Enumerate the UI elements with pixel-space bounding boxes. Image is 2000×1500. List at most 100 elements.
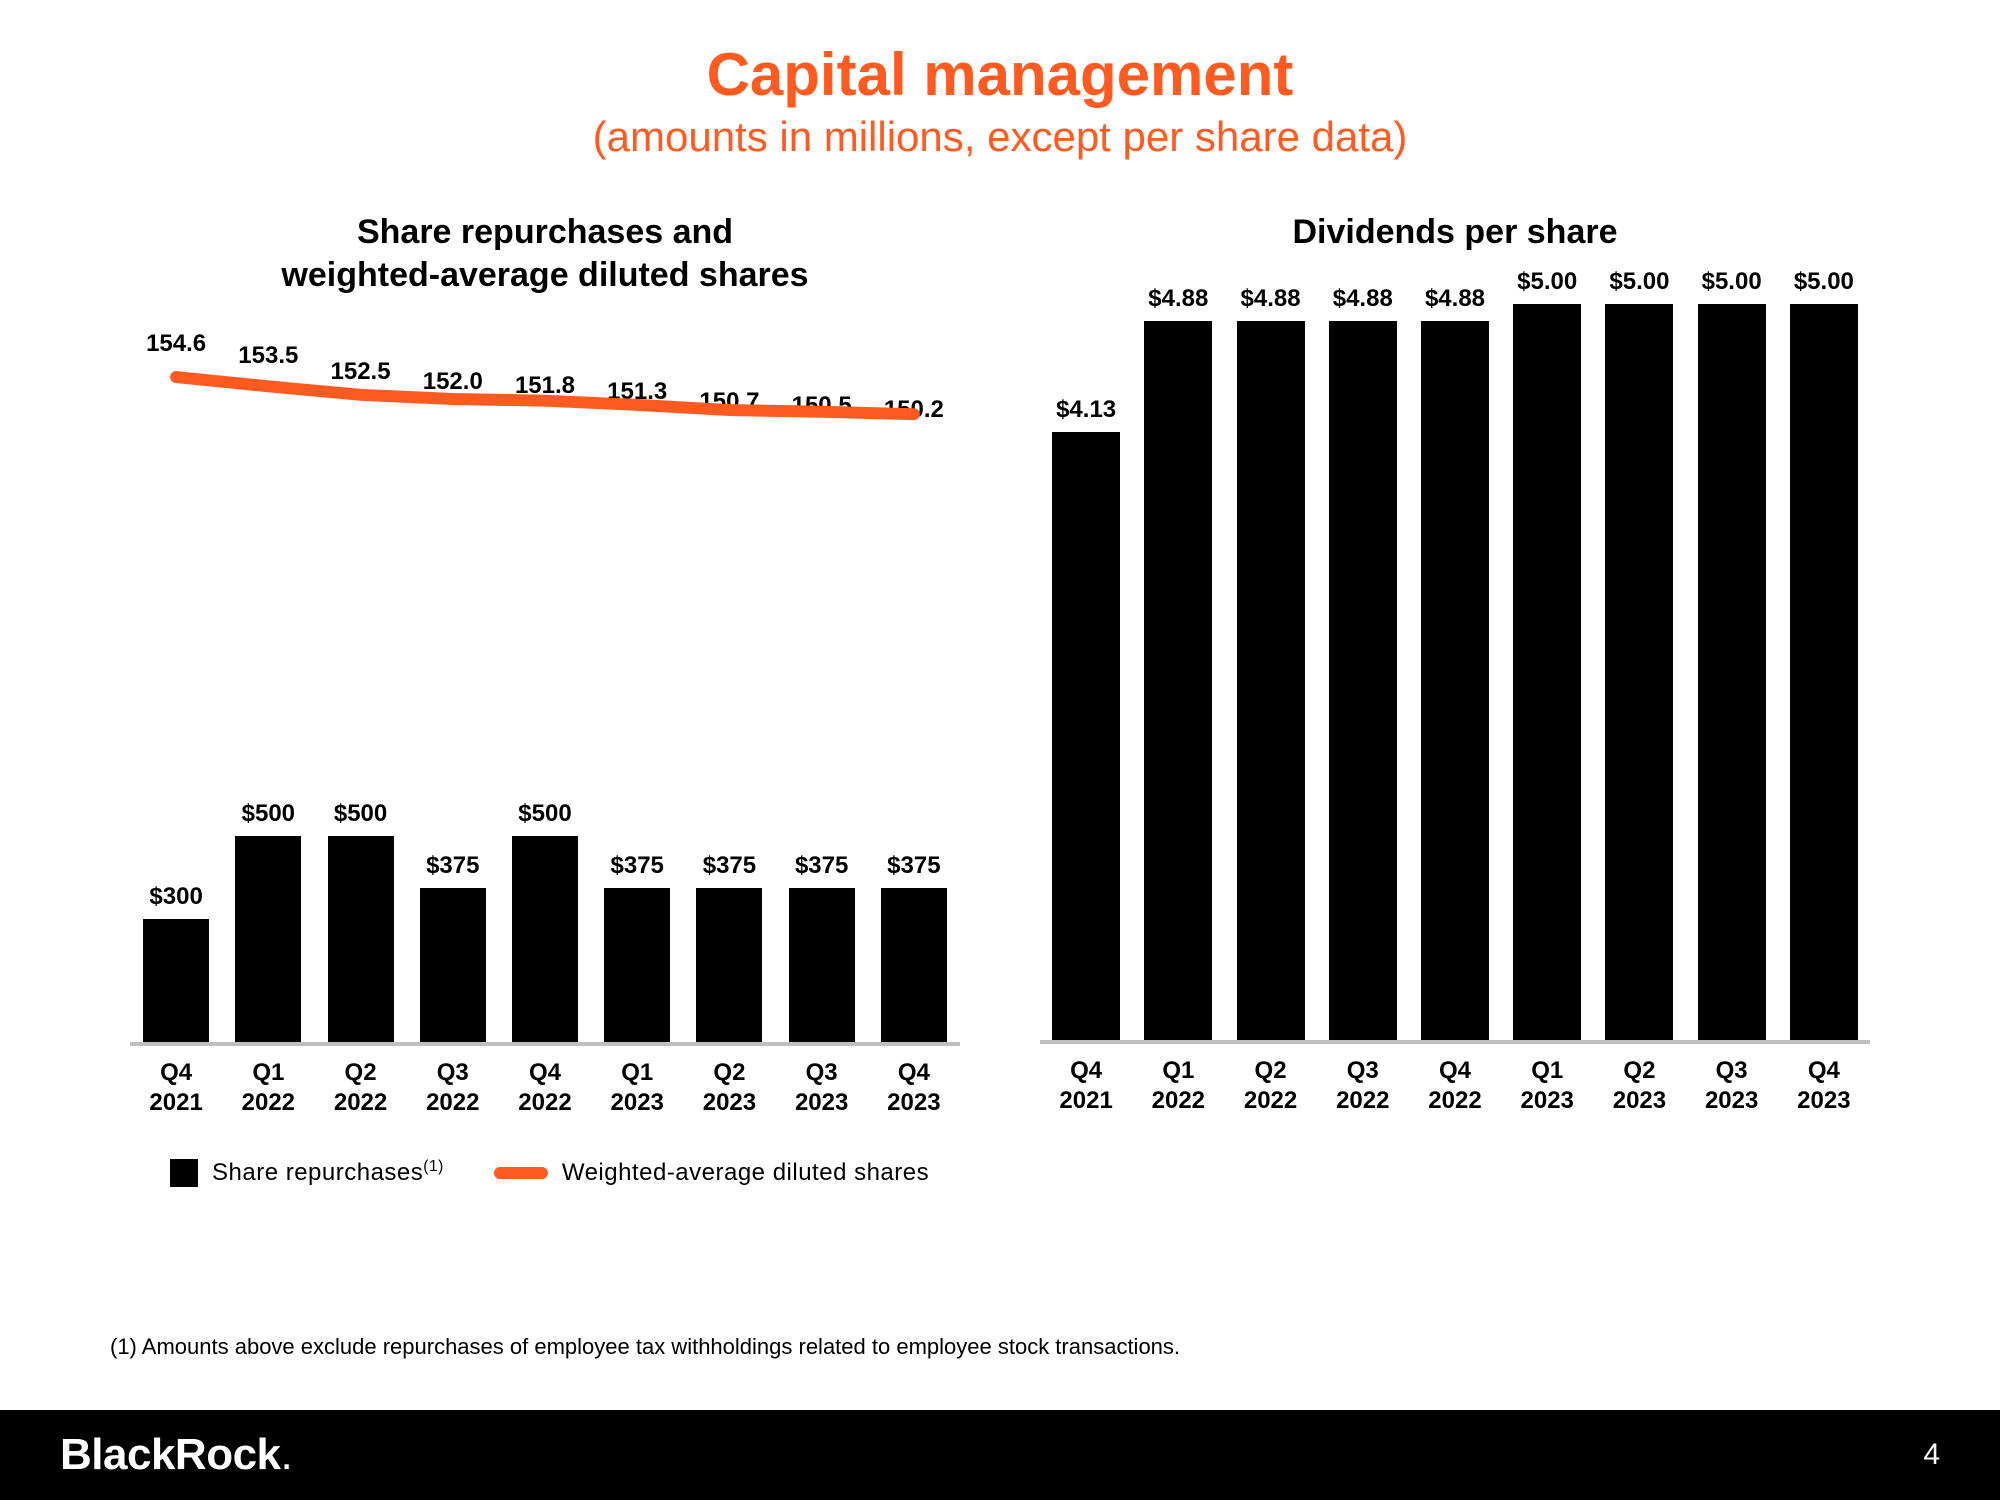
left-legend: Share repurchases(1) Weighted-average di… [130, 1158, 960, 1187]
bar [1698, 304, 1766, 1040]
bar-wrap: $4.88 [1317, 264, 1409, 1040]
legend-item-bars: Share repurchases(1) [170, 1158, 444, 1187]
bar-wrap: $500 [314, 306, 406, 1042]
left-line-labels: 154.6153.5152.5152.0151.8151.3150.7150.5… [130, 306, 960, 334]
legend-swatch-line [494, 1167, 548, 1179]
legend-swatch-square [170, 1159, 198, 1187]
bar-value-label: $375 [611, 852, 664, 880]
bar-wrap: $375 [407, 306, 499, 1042]
x-tick: Q32023 [1686, 1056, 1778, 1116]
bar-value-label: $300 [149, 883, 202, 911]
bar [235, 836, 301, 1042]
bar [1329, 321, 1397, 1039]
bar-wrap: $5.00 [1501, 264, 1593, 1040]
bar [143, 919, 209, 1042]
left-chart-title-line1: Share repurchases and [357, 213, 733, 251]
x-tick: Q22023 [683, 1058, 775, 1118]
x-tick: Q22022 [1224, 1056, 1316, 1116]
legend-label-line: Weighted-average diluted shares [562, 1159, 929, 1187]
bar-wrap: $4.88 [1409, 264, 1501, 1040]
x-tick: Q42023 [1778, 1056, 1870, 1116]
bar [1237, 321, 1305, 1039]
page-subtitle: (amounts in millions, except per share d… [0, 113, 2000, 161]
line-value-label: 151.8 [499, 372, 591, 400]
bar-wrap: $500 [222, 306, 314, 1042]
bar-wrap: $5.00 [1686, 264, 1778, 1040]
right-xaxis: Q42021Q12022Q22022Q32022Q42022Q12023Q220… [1040, 1056, 1870, 1116]
legend-text-bars: Share repurchases(1) [212, 1158, 444, 1187]
bar [1052, 432, 1120, 1040]
right-bars: $4.13$4.88$4.88$4.88$4.88$5.00$5.00$5.00… [1040, 264, 1870, 1040]
brand-text: BlackRock [60, 1430, 281, 1479]
bar-value-label: $500 [518, 800, 571, 828]
page-title: Capital management [0, 40, 2000, 109]
legend-label-bars-sup: (1) [423, 1158, 444, 1175]
bar-wrap: $4.13 [1040, 264, 1132, 1040]
right-chart-title: Dividends per share [1040, 211, 1870, 254]
bar-wrap: $5.00 [1593, 264, 1685, 1040]
bar-wrap: $500 [499, 306, 591, 1042]
x-tick: Q22022 [314, 1058, 406, 1118]
bar-value-label: $5.00 [1517, 268, 1577, 296]
bar [1605, 304, 1673, 1040]
bar-value-label: $4.88 [1148, 285, 1208, 313]
brand-dot: . [281, 1430, 293, 1479]
bar-wrap: $5.00 [1778, 264, 1870, 1040]
left-xaxis: Q42021Q12022Q22022Q32022Q42022Q12023Q220… [130, 1058, 960, 1118]
bar [881, 888, 947, 1042]
bar-wrap: $300 [130, 306, 222, 1042]
title-block: Capital management (amounts in millions,… [0, 0, 2000, 161]
bar-wrap: $375 [683, 306, 775, 1042]
bar-value-label: $5.00 [1794, 268, 1854, 296]
footer-bar: BlackRock. 4 [0, 1410, 2000, 1500]
x-tick: Q42022 [1409, 1056, 1501, 1116]
bar-value-label: $4.13 [1056, 396, 1116, 424]
bar [696, 888, 762, 1042]
line-value-label: 150.7 [683, 388, 775, 416]
bar [512, 836, 578, 1042]
x-tick: Q32022 [1317, 1056, 1409, 1116]
left-chart: Share repurchases and weighted-average d… [130, 211, 960, 1187]
line-value-label: 151.3 [591, 378, 683, 406]
bar [1144, 321, 1212, 1039]
right-plot: $4.13$4.88$4.88$4.88$4.88$5.00$5.00$5.00… [1040, 264, 1870, 1044]
bar [328, 836, 394, 1042]
charts-row: Share repurchases and weighted-average d… [0, 211, 2000, 1187]
bar-value-label: $375 [426, 852, 479, 880]
bar-value-label: $375 [703, 852, 756, 880]
left-plot: $300 $500 $500 $375 $500 $375 $375 $375 $375 154… [130, 306, 960, 1046]
brand-logo: BlackRock. [60, 1430, 292, 1480]
bar-wrap: $375 [591, 306, 683, 1042]
bar-value-label: $4.88 [1333, 285, 1393, 313]
line-value-label: 152.0 [407, 368, 499, 396]
bar [1513, 304, 1581, 1040]
x-tick: Q12022 [1132, 1056, 1224, 1116]
line-value-label: 154.6 [130, 330, 222, 358]
x-tick: Q12023 [1501, 1056, 1593, 1116]
bar [1421, 321, 1489, 1039]
legend-label-bars: Share repurchases [212, 1159, 423, 1186]
bar [789, 888, 855, 1042]
bar [604, 888, 670, 1042]
bar-value-label: $375 [795, 852, 848, 880]
bar [420, 888, 486, 1042]
page-number: 4 [1923, 1438, 1940, 1472]
line-value-label: 150.5 [776, 392, 868, 420]
line-value-label: 153.5 [222, 342, 314, 370]
bar-value-label: $500 [334, 800, 387, 828]
bar-value-label: $375 [887, 852, 940, 880]
x-tick: Q22023 [1593, 1056, 1685, 1116]
right-chart: Dividends per share $4.13 $4.88 $4.88 $4.88… [1040, 211, 1870, 1187]
bar-wrap: $4.88 [1132, 264, 1224, 1040]
x-tick: Q32022 [407, 1058, 499, 1118]
line-value-label: 150.2 [868, 396, 960, 424]
slide: Capital management (amounts in millions,… [0, 0, 2000, 1500]
bar-wrap: $4.88 [1224, 264, 1316, 1040]
x-tick: Q42021 [130, 1058, 222, 1118]
x-tick: Q42023 [868, 1058, 960, 1118]
bar-value-label: $500 [242, 800, 295, 828]
line-value-label: 152.5 [314, 358, 406, 386]
legend-item-line: Weighted-average diluted shares [494, 1159, 929, 1187]
x-tick: Q42022 [499, 1058, 591, 1118]
left-chart-title: Share repurchases and weighted-average d… [130, 211, 960, 296]
